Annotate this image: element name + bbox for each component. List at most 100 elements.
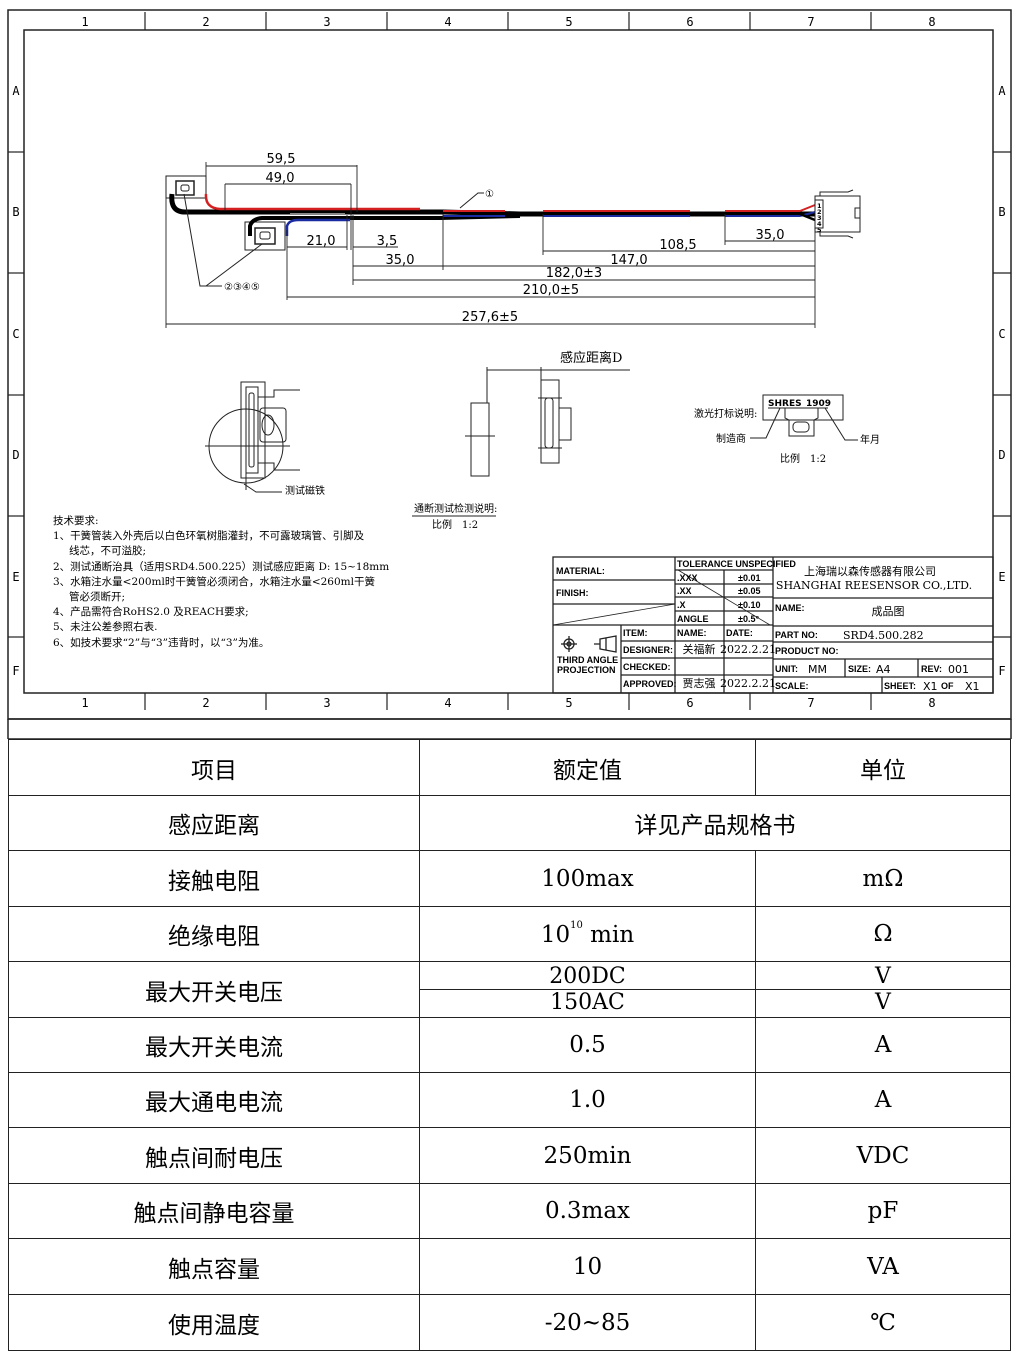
unit-ac: V — [756, 989, 1010, 1015]
row-unit: VA — [755, 1238, 1011, 1295]
designer-date: 2022.2.21 — [720, 643, 776, 656]
tol-x-label: .X — [677, 600, 686, 610]
dim-108-5: 108,5 — [659, 238, 696, 253]
drawing-name: 成品图 — [872, 605, 905, 618]
unit-dc: V — [875, 964, 891, 989]
continuity-test-note: 通断测试检测说明: — [414, 502, 497, 515]
test-magnet-view — [205, 381, 300, 493]
dim-35-0-left: 35,0 — [386, 253, 415, 268]
tech-req-item: 线芯，不可溢胶; — [69, 545, 147, 558]
name-label: NAME: — [775, 603, 805, 613]
sheet-label: SHEET: — [884, 681, 916, 691]
grid-col-3: 3 — [323, 15, 330, 29]
table-header-row: 项目 额定值 单位 — [8, 739, 1011, 796]
tol-xxx-label: .XXX — [677, 573, 698, 583]
grid-row-f-right: F — [998, 664, 1005, 678]
approved-date: 2022.2.21 — [720, 677, 776, 690]
grid-col-8-bottom: 8 — [928, 696, 935, 710]
table-row: 最大开关电流 0.5 A — [8, 1017, 1011, 1073]
pin-3: 3 — [817, 214, 822, 222]
laser-text-maker: SHRES — [768, 399, 802, 409]
manufacturer-label: 制造商 — [716, 432, 746, 445]
tol-xx-label: .XX — [677, 586, 692, 596]
unit-label: UNIT: — [775, 664, 798, 674]
sheet-of: OF — [941, 681, 954, 691]
table-row: 感应距离 详见产品规格书 — [8, 795, 1011, 851]
grid-col-4: 4 — [444, 15, 451, 29]
connector-pins: 1 2 3 4 5 — [817, 202, 822, 234]
row-value: 200DC 150AC — [419, 961, 756, 1018]
black-wire-main — [169, 193, 815, 217]
callout-leaders — [183, 192, 484, 287]
callout-parts-2345: ②③④⑤ — [224, 282, 260, 293]
row-unit: ℃ — [755, 1294, 1011, 1351]
dimension-lines — [165, 162, 816, 328]
grid-col-4-bottom: 4 — [444, 696, 451, 710]
row-unit: Ω — [755, 906, 1011, 962]
grid-row-c-right: C — [998, 327, 1005, 341]
tech-req-item: 1、干簧管装入外壳后以白色环氧树脂灌封，不可露玻璃管、引脚及 — [53, 530, 365, 543]
callout-part-1: ① — [485, 189, 494, 200]
sheet-value: X1 — [923, 680, 938, 693]
size-value: A4 — [876, 663, 891, 676]
test-magnet-label: 测试磁铁 — [285, 484, 325, 497]
row-value: 100max — [419, 850, 756, 907]
header-item: 项目 — [8, 739, 420, 796]
approved-label: APPROVED: — [623, 679, 677, 689]
blue-wire-2 — [285, 218, 350, 236]
grid-row-e-right: E — [998, 570, 1005, 584]
projection-line-2: PROJECTION — [557, 665, 616, 675]
table-row: 接触电阻 100max mΩ — [8, 850, 1011, 907]
value-base: 10 — [540, 922, 571, 948]
grid-col-5-bottom: 5 — [565, 696, 572, 710]
row-value: 250min — [419, 1127, 756, 1184]
row-item: 接触电阻 — [8, 850, 420, 907]
table-row: 触点间耐电压 250min VDC — [8, 1127, 1011, 1184]
company-name-cn: 上海瑞以森传感器有限公司 — [804, 564, 936, 578]
row-item: 触点间耐电压 — [8, 1127, 420, 1184]
row-item: 绝缘电阻 — [8, 906, 420, 962]
table-row: 触点间静电容量 0.3max pF — [8, 1183, 1011, 1239]
rev-value: 001 — [948, 663, 969, 676]
sensing-distance-view — [465, 367, 630, 477]
tol-angle-label: ANGLE — [677, 614, 709, 624]
row-unit: A — [755, 1017, 1011, 1073]
part-no-value: SRD4.500.282 — [843, 629, 924, 642]
product-no-label: PRODUCT NO: — [775, 646, 839, 656]
unit-value: MM — [808, 663, 827, 676]
grid-col-8: 8 — [928, 15, 935, 29]
grid-col-7: 7 — [807, 15, 814, 29]
row-value: 1010 min — [419, 906, 756, 962]
name-col-label: NAME: — [677, 628, 707, 638]
sheet-total: X1 — [965, 680, 980, 693]
row-item: 使用温度 — [8, 1294, 420, 1351]
row-unit: mΩ — [755, 850, 1011, 907]
row-item: 最大通电电流 — [8, 1072, 420, 1128]
row-value: 详见产品规格书 — [419, 795, 1011, 851]
tol-xxx-value: ±0.01 — [738, 573, 760, 583]
wire-stripes — [443, 204, 816, 222]
dim-257: 257,6±5 — [462, 310, 518, 325]
item-label: ITEM: — [623, 628, 648, 638]
dim-49-0: 49,0 — [266, 171, 295, 186]
tech-req-item: 6、如技术要求“2”与“3”违背时，以“3”为准。 — [53, 636, 270, 649]
tol-x-value: ±0.10 — [738, 600, 760, 610]
row-unit: VDC — [755, 1127, 1011, 1184]
designer-name: 关福新 — [683, 642, 716, 656]
black-wire-2 — [248, 214, 521, 236]
tech-req-title: 技术要求: — [53, 515, 99, 527]
tech-req-item: 2、测试通断治具（适用SRD4.500.225）测试感应距离 D: 15~18m… — [53, 560, 390, 573]
row-value: 0.5 — [419, 1017, 756, 1073]
dim-59-5: 59,5 — [267, 152, 296, 167]
grid-row-d-right: D — [998, 448, 1005, 462]
dim-21-0: 21,0 — [307, 234, 336, 249]
pin-5: 5 — [817, 226, 822, 234]
pin-2: 2 — [817, 208, 822, 216]
grid-ticks — [8, 12, 1011, 710]
table-row: 绝缘电阻 1010 min Ω — [8, 906, 1011, 962]
sensor-2-icon — [254, 227, 276, 245]
dim-210: 210,0±5 — [523, 283, 579, 298]
row-item: 最大开关电压 — [8, 961, 420, 1018]
grid-row-b-right: B — [998, 205, 1005, 219]
